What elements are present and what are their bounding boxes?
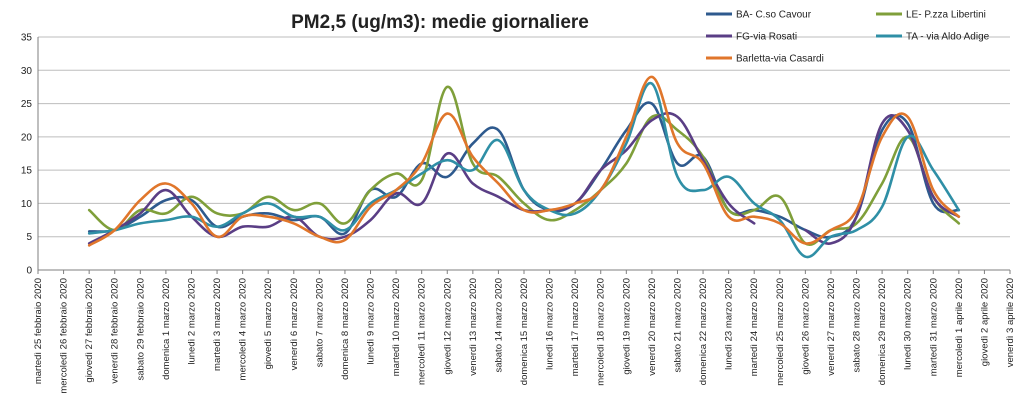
x-tick-label: sabato 14 marzo 2020: [493, 278, 504, 373]
x-tick-label: sabato 28 marzo 2020: [852, 278, 863, 373]
x-tick-label: domenica 8 marzo 2020: [340, 278, 351, 380]
x-tick-label: martedì 3 marzo 2020: [212, 278, 223, 371]
y-tick-label: 10: [21, 199, 33, 210]
y-tick-label: 25: [21, 99, 33, 110]
x-tick-label: venerdì 20 marzo 2020: [647, 278, 658, 376]
series-line-3: [87, 111, 961, 245]
x-tick-label: domenica 1 marzo 2020: [161, 278, 172, 380]
x-tick-label: giovedì 12 marzo 2020: [442, 278, 453, 375]
x-tick-label: martedì 17 marzo 2020: [570, 278, 581, 376]
series-line-5: [87, 75, 961, 247]
y-tick-label: 5: [26, 232, 32, 243]
legend-label: BA- C.so Cavour: [736, 10, 812, 21]
legend-label: TA - via Aldo Adige: [906, 32, 990, 43]
y-axis-ticks: 0 5 10 15 20 25 30 35: [21, 33, 33, 277]
x-tick-label: lunedì 23 marzo 2020: [724, 278, 735, 370]
x-tick-label: mercoledì 4 marzo 2020: [238, 278, 249, 380]
x-tick-label: giovedì 2 aprile 2020: [979, 278, 990, 366]
x-tick-label: domenica 15 marzo 2020: [519, 278, 530, 385]
x-tick-label: lunedì 9 marzo 2020: [366, 278, 377, 365]
series-lines: [87, 75, 961, 259]
x-tick-label: venerdì 27 marzo 2020: [826, 278, 837, 376]
x-tick-label: domenica 29 marzo 2020: [877, 278, 888, 385]
x-tick-label: sabato 21 marzo 2020: [672, 278, 683, 373]
legend-label: FG-via Rosati: [736, 32, 797, 43]
x-tick-label: martedì 25 febbraio 2020: [33, 278, 44, 384]
x-tick-label: lunedì 30 marzo 2020: [903, 278, 914, 370]
y-tick-label: 15: [21, 166, 33, 177]
legend: BA- C.so Cavour LE- P.zza Libertini FG-via…: [706, 10, 990, 65]
x-tick-label: giovedì 19 marzo 2020: [621, 278, 632, 375]
x-tick-label: mercoledì 18 marzo 2020: [596, 278, 607, 386]
x-tick-label: martedì 31 marzo 2020: [928, 278, 939, 376]
x-tick-label: sabato 29 febbraio 2020: [135, 278, 146, 380]
y-tick-label: 35: [21, 33, 33, 44]
x-tick-label: martedì 24 marzo 2020: [749, 278, 760, 376]
chart-title: PM2,5 (ug/m3): medie giornaliere: [291, 12, 589, 33]
y-tick-label: 30: [21, 66, 33, 77]
legend-label: Barletta-via Casardi: [736, 54, 824, 65]
x-tick-label: venerdì 13 marzo 2020: [468, 278, 479, 376]
x-tick-label: mercoledì 26 febbraio 2020: [59, 278, 70, 394]
series-line-4: [87, 82, 961, 259]
x-tick-label: venerdì 28 febbraio 2020: [110, 278, 121, 384]
x-tick-label: venerdì 6 marzo 2020: [289, 278, 300, 370]
x-tick-label: mercoledì 25 marzo 2020: [775, 278, 786, 386]
y-tick-label: 20: [21, 132, 33, 143]
x-tick-label: venerdì 3 aprile 2020: [1005, 278, 1016, 367]
y-tick-label: 0: [26, 266, 32, 277]
x-axis-ticks: martedì 25 febbraio 2020 mercoledì 26 feb…: [33, 270, 1016, 394]
x-tick-label: mercoledì 1 aprile 2020: [954, 278, 965, 377]
x-tick-label: giovedì 26 marzo 2020: [800, 278, 811, 375]
x-tick-label: sabato 7 marzo 2020: [314, 278, 325, 367]
x-tick-label: domenica 22 marzo 2020: [698, 278, 709, 385]
x-tick-label: giovedì 27 febbraio 2020: [84, 278, 95, 383]
x-tick-label: lunedì 2 marzo 2020: [186, 278, 197, 365]
legend-label: LE- P.zza Libertini: [906, 10, 986, 21]
x-tick-label: giovedì 5 marzo 2020: [263, 278, 274, 369]
x-tick-label: mercoledì 11 marzo 2020: [417, 278, 428, 385]
x-tick-label: lunedì 16 marzo 2020: [545, 278, 556, 370]
x-tick-label: martedì 10 marzo 2020: [391, 278, 402, 376]
